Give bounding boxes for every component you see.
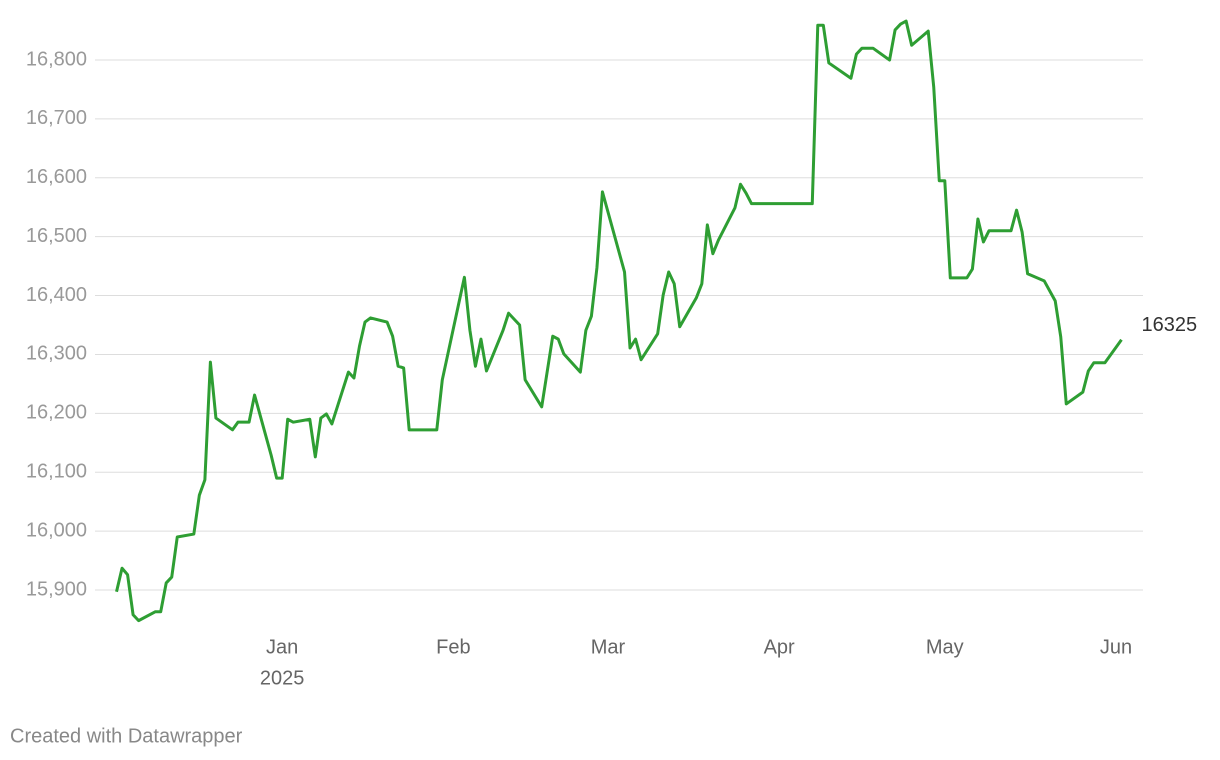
line	[115, 19, 1123, 623]
x-tick-label: Jan	[266, 636, 298, 658]
end-label: 16325	[1141, 314, 1197, 336]
footer: Created with Datawrapper	[10, 725, 243, 747]
x-tick-label: May	[926, 636, 964, 658]
y-tick-label: 15,900	[26, 578, 87, 600]
y-tick-label: 16,000	[26, 519, 87, 541]
x-tick-label: Apr	[764, 636, 795, 658]
year-label: 2025	[260, 667, 305, 689]
y-tick-label: 16,100	[26, 461, 87, 483]
y-tick-label: 16,800	[26, 48, 87, 70]
y-tick-label: 16,200	[26, 402, 87, 424]
x-tick-label: Feb	[436, 636, 470, 658]
y-tick-label: 16,300	[26, 343, 87, 365]
x-tick-label: Mar	[591, 636, 626, 658]
y-tick-label: 16,600	[26, 166, 87, 188]
y-tick-label: 16,400	[26, 284, 87, 306]
x-tick-label: Jun	[1100, 636, 1132, 658]
y-tick-label: 16,500	[26, 225, 87, 247]
y-tick-label: 16,700	[26, 107, 87, 129]
